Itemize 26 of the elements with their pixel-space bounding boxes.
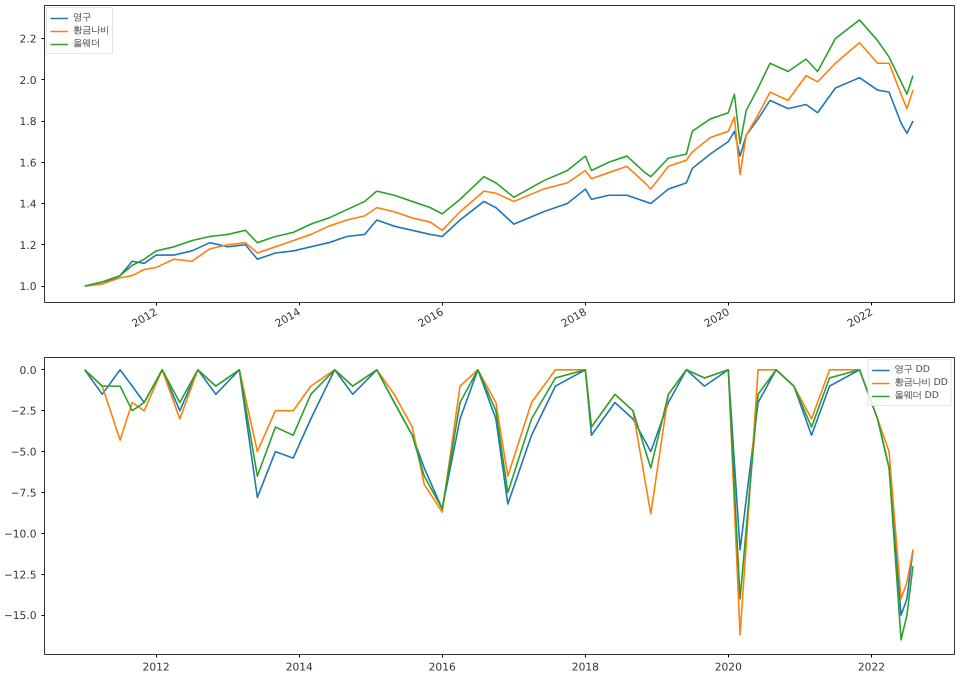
y-tick-label: −5.0 [10,446,37,459]
legend-label: 올웨더 DD [894,389,939,402]
y-tick-label: 1.0 [20,280,37,293]
y-tick-label: 1.6 [20,156,37,170]
legend-label: 영구 [73,11,92,24]
x-tick-label: 2022 [858,660,886,673]
y-tick-label: 1.2 [20,238,37,252]
x-tick-label: 2018 [572,660,600,673]
y-tick-label: −15.0 [4,609,37,622]
legend-label: 황금나비 [73,24,109,37]
y-tick-label: −10.0 [4,527,37,540]
y-tick-label: −7.5 [10,486,37,500]
y-tick-label: 2.2 [20,32,37,46]
x-tick-label: 2016 [428,660,456,673]
y-tick-label: −12.5 [4,568,36,582]
y-tick-label: 0.0 [20,364,37,377]
legend-label: 올웨더 [73,37,100,50]
x-tick-label: 2012 [142,660,170,673]
legend-label: 영구 DD [894,363,930,376]
y-tick-label: −2.5 [10,404,37,418]
y-tick-label: 1.8 [20,115,37,128]
x-tick-label: 2020 [714,660,742,673]
x-tick-label: 2014 [286,660,314,673]
legend-label: 황금나비 DD [894,376,948,389]
y-tick-label: 1.4 [20,198,37,210]
y-tick-label: 2.0 [20,74,37,87]
